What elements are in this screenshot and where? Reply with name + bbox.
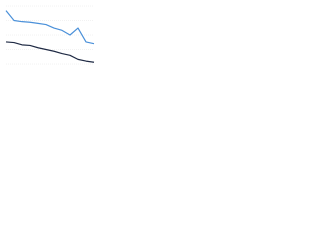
- data-line: [5, 10, 95, 45]
- data-line: [5, 41, 95, 63]
- page: (() => { const data = JSON.parse(documen…: [0, 0, 320, 71]
- chart: [5, 5, 95, 65]
